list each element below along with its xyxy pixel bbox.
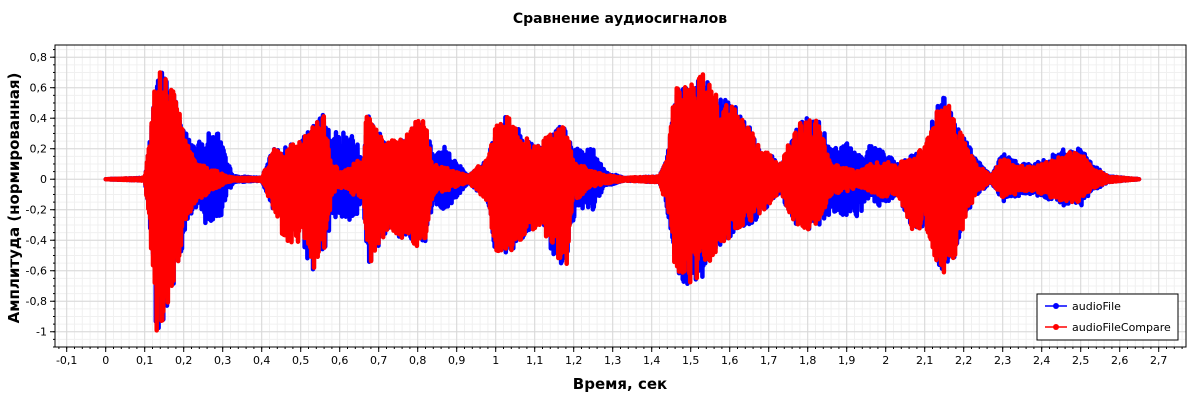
x-tick-label: 1,3 bbox=[604, 354, 622, 367]
x-tick-label: 1,6 bbox=[721, 354, 739, 367]
y-tick-label: -0,2 bbox=[26, 204, 47, 217]
x-tick-label: 0,6 bbox=[331, 354, 349, 367]
legend: audioFile audioFileCompare bbox=[1036, 293, 1179, 341]
x-tick-label: 0,1 bbox=[136, 354, 154, 367]
x-tick-label: 0,7 bbox=[370, 354, 388, 367]
x-tick-label: 1 bbox=[492, 354, 499, 367]
y-tick-label: -0,6 bbox=[26, 265, 47, 278]
y-tick-label: -0,8 bbox=[26, 295, 47, 308]
x-tick-label: 1,8 bbox=[799, 354, 817, 367]
legend-swatch-marker bbox=[1053, 324, 1059, 330]
legend-label: audioFile bbox=[1072, 300, 1121, 313]
y-tick-label: -1 bbox=[36, 326, 47, 339]
x-tick-label: 0 bbox=[102, 354, 109, 367]
y-tick-label: 0 bbox=[40, 173, 47, 186]
chart-title: Сравнение аудиосигналов bbox=[513, 11, 727, 27]
x-tick-label: 0,8 bbox=[409, 354, 427, 367]
y-tick-label: 0,8 bbox=[30, 51, 48, 64]
x-tick-label: 2 bbox=[882, 354, 889, 367]
x-tick-label: 2,1 bbox=[916, 354, 934, 367]
x-tick-label: 2,7 bbox=[1150, 354, 1168, 367]
y-tick-label: 0,2 bbox=[30, 143, 48, 156]
legend-label: audioFileCompare bbox=[1072, 321, 1171, 334]
x-tick-label: 2,5 bbox=[1072, 354, 1090, 367]
x-tick-label: 2,3 bbox=[994, 354, 1012, 367]
series-layer bbox=[103, 70, 1142, 333]
x-tick-label: 0,9 bbox=[448, 354, 466, 367]
x-tick-label: 0,5 bbox=[292, 354, 310, 367]
x-tick-label: -0,1 bbox=[56, 354, 77, 367]
x-tick-label: 1,4 bbox=[643, 354, 661, 367]
legend-box bbox=[1036, 293, 1179, 341]
y-axis-label: Амплитуда (нормированная) bbox=[5, 73, 23, 324]
x-tick-label: 0,2 bbox=[175, 354, 193, 367]
x-tick-label: 1,5 bbox=[682, 354, 700, 367]
y-tick-label: 0,4 bbox=[30, 112, 48, 125]
legend-swatch-marker bbox=[1053, 303, 1059, 309]
x-tick-label: 1,7 bbox=[760, 354, 778, 367]
x-tick-label: 0,3 bbox=[214, 354, 232, 367]
x-tick-label: 2,6 bbox=[1111, 354, 1129, 367]
series-audioFileCompare bbox=[103, 70, 1142, 333]
x-tick-label: 2,4 bbox=[1033, 354, 1051, 367]
x-tick-label: 1,1 bbox=[526, 354, 544, 367]
y-tick-label: -0,4 bbox=[26, 234, 47, 247]
series-line-audioFileCompare bbox=[103, 70, 1142, 333]
x-tick-label: 0,4 bbox=[253, 354, 271, 367]
x-tick-label: 1,9 bbox=[838, 354, 856, 367]
y-tick-label: 0,6 bbox=[30, 82, 48, 95]
x-tick-label: 1,2 bbox=[565, 354, 583, 367]
x-tick-label: 2,2 bbox=[955, 354, 973, 367]
axis-layer: -0,1 0 0,1 0,2 0,3 0,4 0,5 0,6 0,7 0,8 0,9 1 1,1 1,2 1… bbox=[26, 49, 1183, 367]
x-axis-label: Время, сек bbox=[573, 375, 667, 393]
